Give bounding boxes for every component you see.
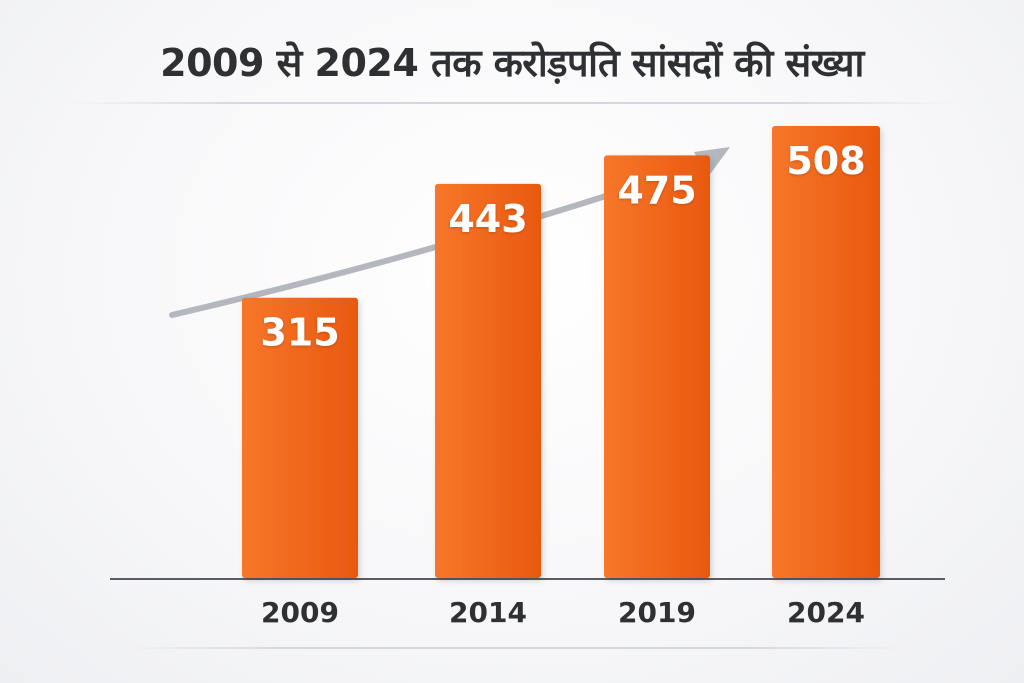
bar-2009 <box>242 297 358 578</box>
trend-arrow-head-icon <box>694 147 730 177</box>
data-label-2019: 475 <box>617 168 696 212</box>
data-label-2024: 508 <box>786 139 865 183</box>
bar-2014 <box>435 183 541 578</box>
x-tick-2009: 2009 <box>261 596 339 629</box>
bar-2019 <box>604 155 710 579</box>
title-divider <box>70 102 954 104</box>
data-label-2014: 443 <box>448 197 527 241</box>
chart-title: 2009 से 2024 तक करोड़पति सांसदों की संख्… <box>160 41 864 85</box>
x-tick-2014: 2014 <box>449 596 527 629</box>
bottom-divider <box>120 647 910 649</box>
data-label-2009: 315 <box>260 311 339 355</box>
x-tick-2024: 2024 <box>787 596 865 629</box>
x-tick-2019: 2019 <box>618 596 696 629</box>
bar-2024 <box>772 126 880 578</box>
